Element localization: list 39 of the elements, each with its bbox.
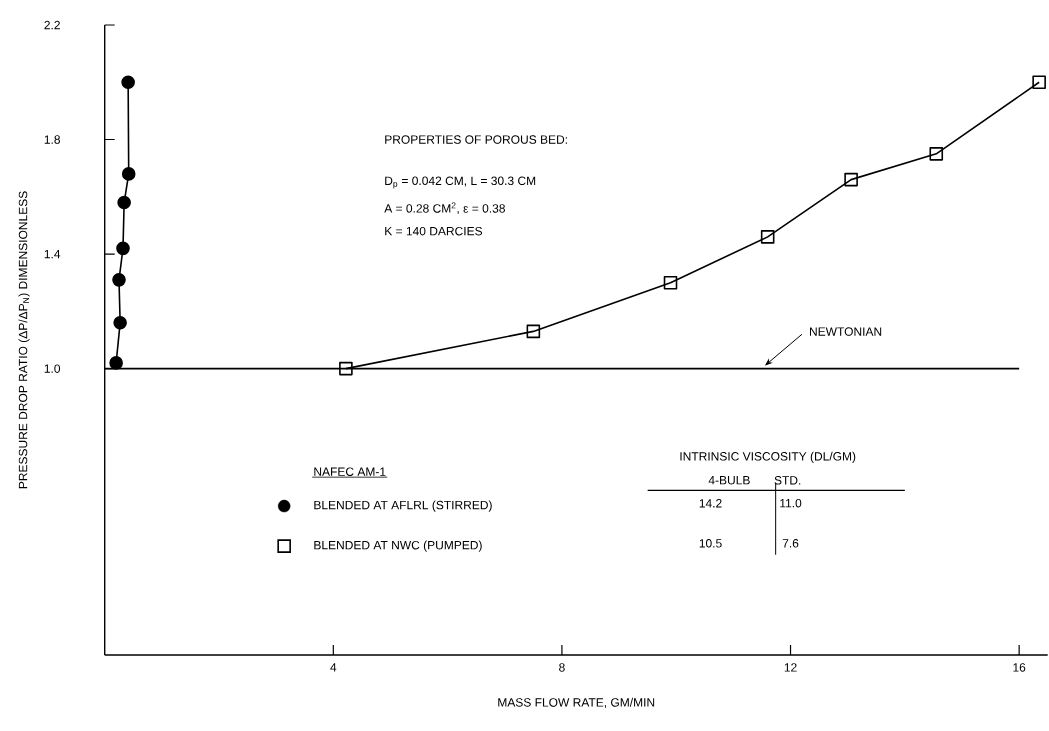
y-tick-label: 2.2	[44, 20, 60, 30]
ref-line-label: NEWTONIAN	[810, 327, 882, 336]
annotation: STD.	[774, 476, 801, 485]
annotation: 14.2	[699, 499, 722, 508]
legend-label: BLENDED AT NWC (PUMPED)	[314, 540, 482, 552]
point	[760, 230, 775, 244]
x-tick-label: 16	[1013, 663, 1026, 672]
annotation: D$_{p}$ = 0.042 CM, L = 30.3 CM	[385, 176, 536, 189]
y-axis-title: PRESSURE DROP RATIO (ΔP/ΔP$_{N}$) DIMENSIONLESS	[18, 191, 30, 489]
x-axis-title: MASS FLOW RATE, GM/MIN	[498, 697, 655, 709]
annotation: INTRINSIC VISCOSITY (DL/GM)	[680, 451, 856, 463]
annotation: 4-BULB	[708, 476, 750, 485]
x-tick-label: 4	[330, 663, 337, 672]
y-tick-label: 1.4	[44, 249, 61, 259]
annotation: 7.6	[782, 539, 799, 548]
point	[121, 167, 136, 181]
y-tick-label: 1.8	[44, 135, 60, 144]
point	[117, 195, 131, 210]
point	[339, 361, 353, 376]
point	[1032, 75, 1046, 90]
legend-label: BLENDED AT AFLRL (STIRRED)	[314, 500, 492, 512]
point	[121, 75, 135, 90]
annotation: 10.5	[699, 539, 722, 548]
annotation: A = 0.28 CM$^{2}$, ε = 0.38	[384, 202, 505, 215]
x-tick-label: 8	[559, 663, 565, 672]
annotation: 11.0	[780, 498, 802, 508]
point	[112, 273, 126, 287]
annotation: K = 140 DARCIES	[385, 226, 483, 236]
annotation: PROPERTIES OF POROUS BED:	[385, 135, 567, 144]
point	[116, 241, 130, 256]
point	[109, 356, 123, 370]
point	[526, 324, 541, 339]
point	[663, 275, 678, 290]
point	[113, 316, 127, 330]
x-tick-label: 12	[784, 663, 797, 672]
point	[844, 172, 858, 187]
point	[929, 147, 944, 161]
y-tick-label: 1.0	[44, 364, 61, 373]
legend-title: NAFEC AM-1	[314, 467, 386, 476]
